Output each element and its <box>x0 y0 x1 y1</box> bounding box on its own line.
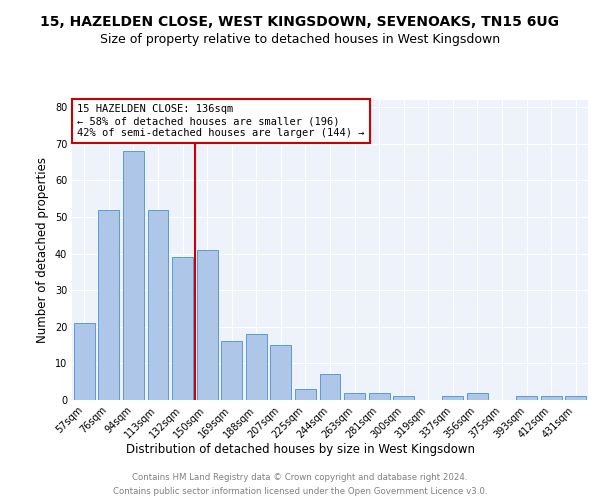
Y-axis label: Number of detached properties: Number of detached properties <box>36 157 49 343</box>
Bar <box>221 342 242 400</box>
Text: Contains public sector information licensed under the Open Government Licence v3: Contains public sector information licen… <box>113 488 487 496</box>
Bar <box>467 392 488 400</box>
Text: Size of property relative to detached houses in West Kingsdown: Size of property relative to detached ho… <box>100 32 500 46</box>
Bar <box>197 250 218 400</box>
Bar <box>320 374 340 400</box>
Bar <box>368 392 389 400</box>
Bar <box>98 210 119 400</box>
Bar <box>148 210 169 400</box>
Bar <box>565 396 586 400</box>
Text: 15 HAZELDEN CLOSE: 136sqm
← 58% of detached houses are smaller (196)
42% of semi: 15 HAZELDEN CLOSE: 136sqm ← 58% of detac… <box>77 104 365 138</box>
Bar <box>295 389 316 400</box>
Bar <box>123 151 144 400</box>
Text: Contains HM Land Registry data © Crown copyright and database right 2024.: Contains HM Land Registry data © Crown c… <box>132 472 468 482</box>
Bar <box>74 323 95 400</box>
Bar <box>246 334 267 400</box>
Text: 15, HAZELDEN CLOSE, WEST KINGSDOWN, SEVENOAKS, TN15 6UG: 15, HAZELDEN CLOSE, WEST KINGSDOWN, SEVE… <box>41 15 560 29</box>
Text: Distribution of detached houses by size in West Kingsdown: Distribution of detached houses by size … <box>125 442 475 456</box>
Bar <box>271 345 292 400</box>
Bar <box>344 392 365 400</box>
Bar <box>442 396 463 400</box>
Bar <box>541 396 562 400</box>
Bar <box>516 396 537 400</box>
Bar <box>393 396 414 400</box>
Bar <box>172 258 193 400</box>
